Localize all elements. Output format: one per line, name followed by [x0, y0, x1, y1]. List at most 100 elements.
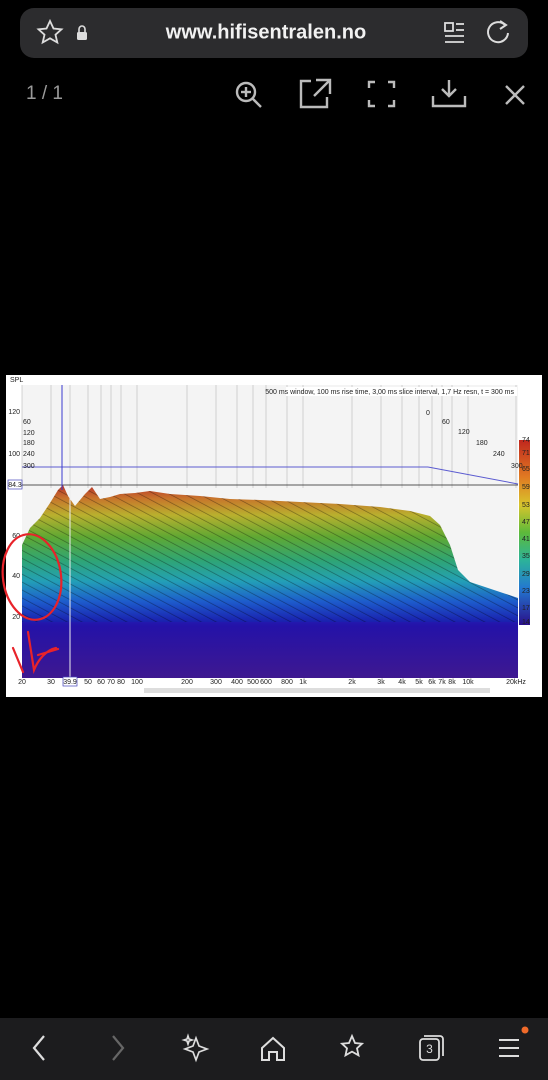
- x-tick-label: 300: [210, 679, 222, 686]
- x-tick-label: 4k: [398, 679, 406, 686]
- ai-button[interactable]: [181, 1033, 210, 1063]
- reader-icon[interactable]: [444, 22, 464, 43]
- time-label: 180: [23, 440, 35, 447]
- y-tick-label: 60: [12, 533, 20, 540]
- url[interactable]: www.hifisentralen.no: [165, 21, 366, 43]
- reload-icon[interactable]: [487, 21, 509, 44]
- x-tick-label: 39.9: [63, 679, 77, 686]
- colorbar-label: 41: [522, 536, 530, 543]
- open-external-button[interactable]: [299, 78, 332, 109]
- x-tick-label: 7k: [438, 679, 446, 686]
- zoom-button[interactable]: [235, 81, 257, 103]
- axis-labels: 20 30 39.9 50 60 70 80 100 200 300 400 500 600 800 1k 2…: [8, 409, 530, 687]
- grid: [21, 385, 517, 488]
- download-button[interactable]: [431, 80, 467, 108]
- reload-icon[interactable]: [499, 20, 508, 30]
- close-button[interactable]: [505, 85, 525, 105]
- x-tick-label: 500: [247, 679, 259, 686]
- time-label: 60: [23, 419, 31, 426]
- x-tick-label: 50: [84, 679, 92, 686]
- time-label: 240: [23, 451, 35, 458]
- x-tick-label: 3k: [377, 679, 385, 686]
- screen: [235, 78, 525, 109]
- address-bar[interactable]: www.hifisentralen.no: [20, 8, 528, 58]
- colorbar-label: 59: [522, 484, 530, 491]
- tabs-button[interactable]: [424, 1035, 444, 1056]
- time-label: 60: [442, 419, 450, 426]
- download-button[interactable]: [431, 80, 467, 108]
- annotation-circle: [1, 533, 63, 621]
- open-external-button[interactable]: [313, 78, 332, 97]
- cursor-level: 84.3: [8, 482, 22, 489]
- colorbar: [519, 440, 530, 625]
- time-label: 0: [426, 410, 430, 417]
- nav-background: [0, 1018, 548, 1080]
- colorbar-label: 53: [522, 502, 530, 509]
- y-tick-label: 120: [8, 409, 20, 416]
- colorbar-label: 23: [522, 588, 530, 595]
- caption-box: [286, 387, 517, 396]
- x-tick-label: 100: [131, 679, 143, 686]
- colorbar-label: 71: [522, 450, 530, 457]
- close-button[interactable]: [505, 85, 525, 105]
- zoom-button[interactable]: [235, 81, 262, 108]
- x-tick-label: 70: [107, 679, 115, 686]
- waterfall-image[interactable]: 84.3 SPL 500 ms window, 100 ms rise time…: [0, 375, 542, 697]
- bookmark-icon[interactable]: [36, 18, 64, 45]
- colorbar-label: 29: [522, 571, 530, 578]
- y-tick-label: 100: [8, 451, 20, 458]
- x-tick-label: 10k: [462, 679, 474, 686]
- colorbar-label: 14: [522, 619, 530, 626]
- time-label: 300: [23, 463, 35, 470]
- time-label: 240: [493, 451, 505, 458]
- reader-icon[interactable]: [444, 22, 454, 32]
- y-tick-label: 20: [12, 614, 20, 621]
- home-button[interactable]: [261, 1036, 285, 1061]
- notification-dot: [521, 1026, 529, 1034]
- time-line: [427, 466, 519, 485]
- open-external-button[interactable]: [299, 79, 329, 109]
- fullscreen-button[interactable]: [367, 80, 396, 108]
- caption: 500 ms window, 100 ms rise time, 3,00 ms…: [265, 389, 514, 396]
- lock-icon: [77, 32, 87, 40]
- x-tick-label: 1k: [299, 679, 307, 686]
- tabs-button[interactable]: [419, 1038, 440, 1061]
- back-button[interactable]: [32, 1035, 45, 1061]
- x-tick-label: 5k: [415, 679, 423, 686]
- x-tick-label: 200: [181, 679, 193, 686]
- x-tick-label: 30: [47, 679, 55, 686]
- bookmarks-button[interactable]: [339, 1033, 365, 1058]
- x-tick-label: 60: [97, 679, 105, 686]
- zoom-button[interactable]: [252, 98, 262, 108]
- tabs-button[interactable]: 3: [419, 1035, 444, 1061]
- x-tick-label: 600: [260, 679, 272, 686]
- colorbar-label: 47: [522, 519, 530, 526]
- x-tick-label: 6k: [428, 679, 436, 686]
- colorbar-label: 35: [522, 553, 530, 560]
- time-label: 120: [23, 430, 35, 437]
- bottom-nav: 3: [0, 1018, 548, 1080]
- cursor-level-box: [7, 479, 23, 490]
- address-field[interactable]: [20, 8, 528, 58]
- page-counter: 1 / 1: [26, 83, 63, 104]
- x-tick-label: 20: [18, 679, 26, 686]
- x-tick-label: 20kHz: [506, 679, 526, 686]
- y-tick-label: 40: [12, 573, 20, 580]
- menu-button[interactable]: [499, 1039, 519, 1057]
- x-tick-label: 80: [117, 679, 125, 686]
- tab-count[interactable]: 3: [426, 1042, 433, 1056]
- spl-label: SPL: [10, 377, 23, 384]
- time-label: 180: [476, 440, 488, 447]
- x-tick-label: 400: [231, 679, 243, 686]
- time-label: 120: [458, 429, 470, 436]
- x-tick-label: 8k: [448, 679, 456, 686]
- lock-icon: [78, 25, 86, 32]
- forward-button[interactable]: [112, 1035, 125, 1061]
- cursor-freq-box: [62, 676, 78, 687]
- colorbar-label: 74: [522, 437, 530, 444]
- annotation-arrow: [11, 630, 60, 675]
- colorbar-label: 17: [522, 605, 530, 612]
- fullscreen-button[interactable]: [367, 80, 396, 108]
